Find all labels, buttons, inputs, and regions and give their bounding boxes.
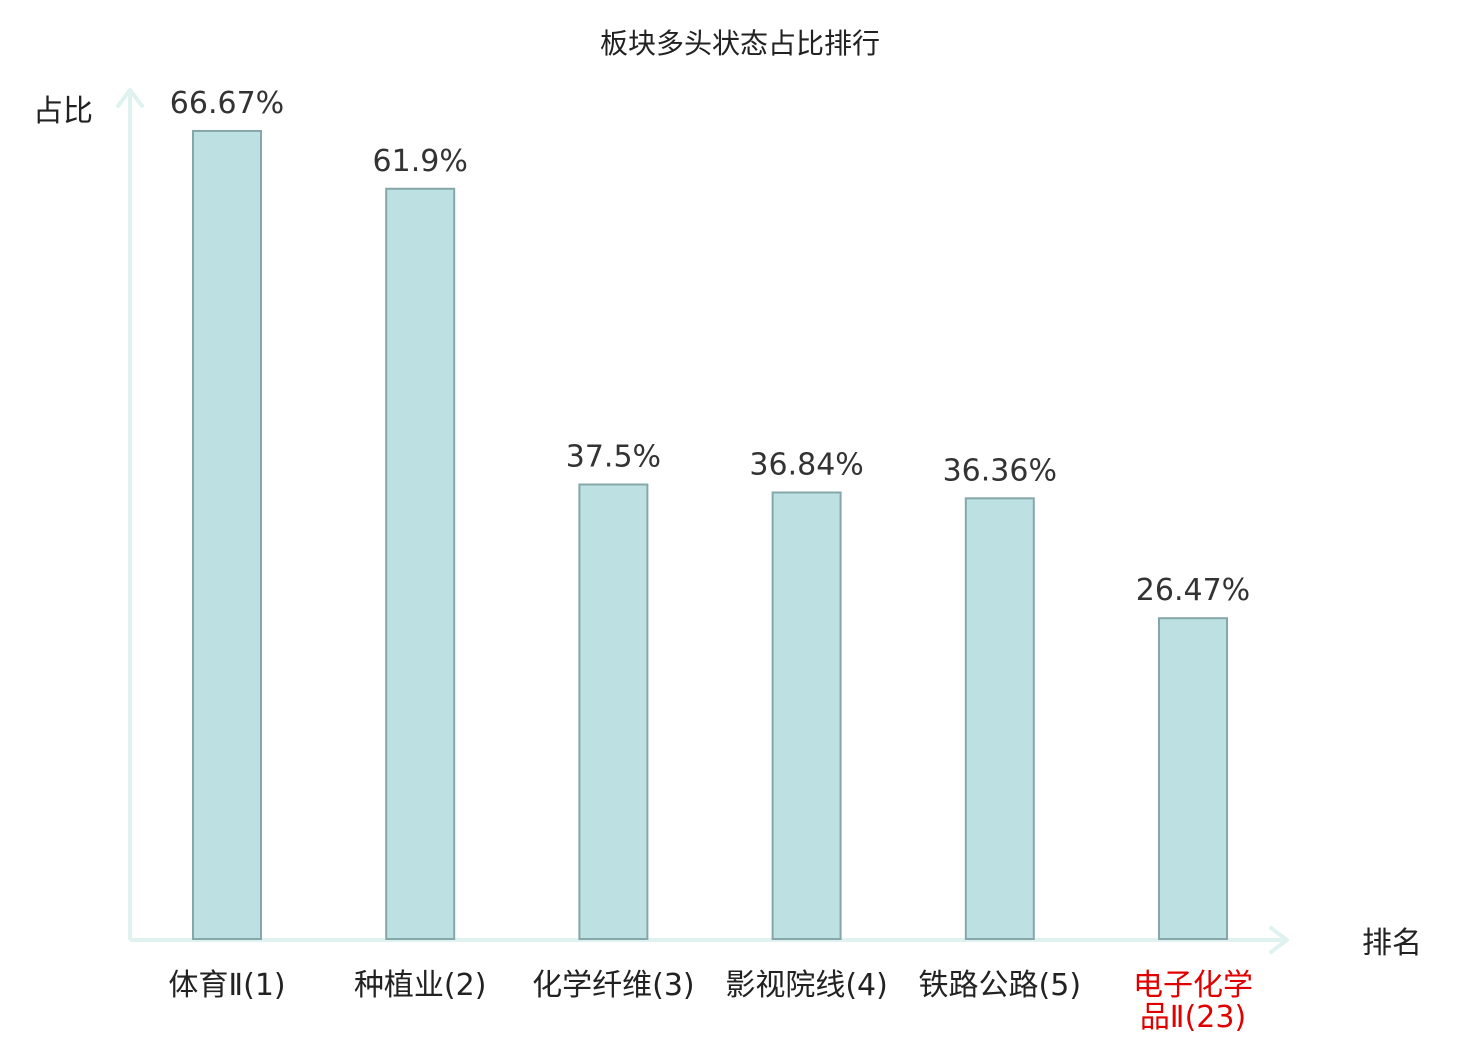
x-tick-label-line: 种植业(2) xyxy=(354,968,487,1003)
x-tick-label-1: 体育Ⅱ(1) xyxy=(168,968,285,1003)
chart-title: 板块多头状态占比排行 xyxy=(600,27,880,60)
value-label-5: 36.36% xyxy=(943,453,1057,488)
value-label-6: 26.47% xyxy=(1136,573,1250,608)
x-axis-arrow xyxy=(1269,926,1289,954)
x-tick-label-5: 铁路公路(5) xyxy=(919,968,1082,1003)
x-tick-label-4: 影视院线(4) xyxy=(725,968,888,1003)
x-tick-label-line: 体育Ⅱ(1) xyxy=(168,968,285,1003)
bars-group xyxy=(192,129,1228,941)
x-tick-label-6: 电子化学品Ⅱ(23) xyxy=(1133,968,1253,1035)
value-labels-group: 66.67% 61.9% 37.5% 36.84% 36.36% 26.47% xyxy=(170,86,1250,608)
bar-6 xyxy=(1158,617,1228,940)
x-tick-label-line: 品Ⅱ(23) xyxy=(1140,1000,1246,1035)
x-tick-label-2: 种植业(2) xyxy=(354,968,487,1003)
x-tick-label-line: 电子化学 xyxy=(1133,968,1253,1003)
value-label-1: 66.67% xyxy=(170,86,284,121)
y-axis-label: 占比 xyxy=(33,94,93,129)
y-axis-arrow xyxy=(116,88,144,108)
value-label-3: 37.5% xyxy=(566,440,661,475)
x-tick-labels-group: 体育Ⅱ(1) 种植业(2) 化学纤维(3) 影视院线(4) 铁路公路(5) 电子化学品Ⅱ(… xyxy=(168,968,1253,1035)
bar-2 xyxy=(385,187,456,941)
bar-3 xyxy=(578,483,649,940)
y-axis: 占比 xyxy=(33,88,144,940)
x-tick-label-line: 影视院线(4) xyxy=(725,968,888,1003)
x-axis-label: 排名 xyxy=(1362,926,1422,961)
bar-1 xyxy=(192,129,262,940)
x-tick-label-line: 铁路公路(5) xyxy=(919,968,1082,1003)
value-label-2: 61.9% xyxy=(373,144,468,179)
value-label-4: 36.84% xyxy=(749,447,863,482)
x-tick-label-line: 化学纤维(3) xyxy=(532,968,695,1003)
bar-5 xyxy=(964,497,1035,940)
x-axis: 排名 xyxy=(130,926,1422,961)
x-tick-label-3: 化学纤维(3) xyxy=(532,968,695,1003)
bar-4 xyxy=(771,491,842,940)
